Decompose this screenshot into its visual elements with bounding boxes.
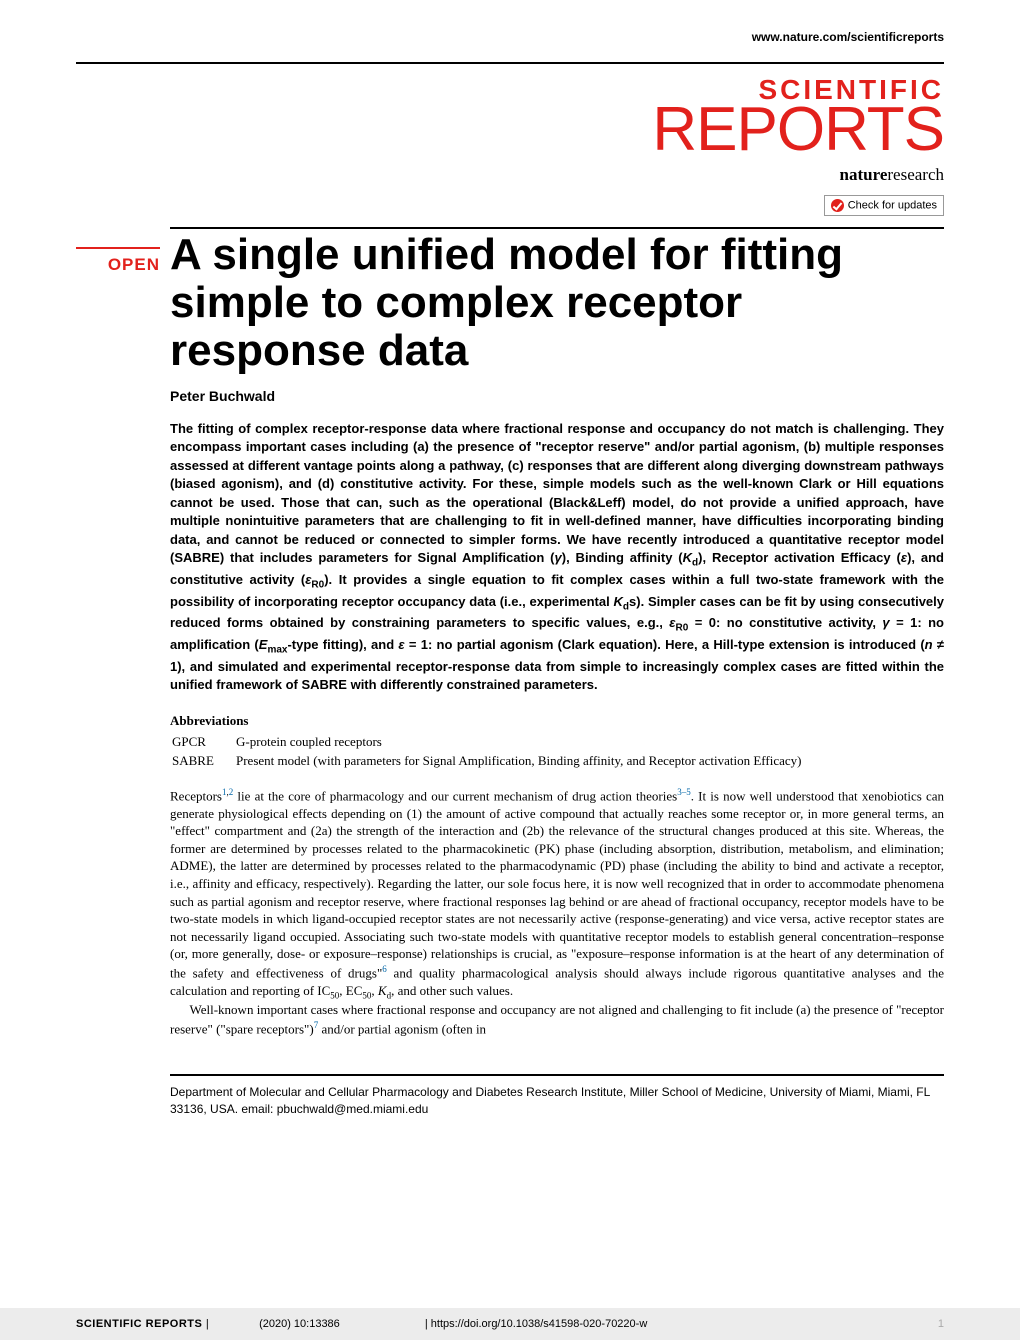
table-row: GPCR G-protein coupled receptors bbox=[172, 733, 801, 751]
ref-link[interactable]: 2 bbox=[229, 787, 234, 797]
ref-link[interactable]: 1 bbox=[222, 787, 227, 797]
footer-doi: | https://doi.org/10.1038/s41598-020-702… bbox=[425, 1318, 647, 1330]
ref-link[interactable]: 7 bbox=[314, 1020, 319, 1030]
table-row: SABRE Present model (with parameters for… bbox=[172, 752, 801, 770]
check-updates-label: Check for updates bbox=[848, 199, 937, 211]
abbrev-def: Present model (with parameters for Signa… bbox=[236, 752, 801, 770]
body-text: Receptors1,2 lie at the core of pharmaco… bbox=[170, 786, 944, 1038]
check-updates-button[interactable]: Check for updates bbox=[824, 195, 944, 216]
main-column: A single unified model for fitting simpl… bbox=[170, 222, 944, 1118]
abbreviations-table: GPCR G-protein coupled receptors SABRE P… bbox=[170, 731, 803, 772]
affiliation: Department of Molecular and Cellular Pha… bbox=[170, 1074, 944, 1118]
ref-link[interactable]: 6 bbox=[382, 964, 387, 974]
ref-link[interactable]: 3–5 bbox=[677, 787, 691, 797]
abbrev-def: G-protein coupled receptors bbox=[236, 733, 801, 751]
page-footer: SCIENTIFIC REPORTS | (2020) 10:13386 | h… bbox=[0, 1308, 1020, 1340]
abstract-text: The fitting of complex receptor-response… bbox=[170, 420, 944, 695]
footer-citation: (2020) 10:13386 bbox=[259, 1318, 340, 1330]
check-updates-icon bbox=[831, 199, 844, 212]
author-name: Peter Buchwald bbox=[170, 388, 944, 404]
journal-logo: SCIENTIFIC REPORTS natureresearch Check … bbox=[76, 62, 944, 216]
abbrev-term: GPCR bbox=[172, 733, 234, 751]
open-access-badge: OPEN bbox=[76, 247, 160, 275]
logo-reports: REPORTS bbox=[76, 104, 944, 157]
article-title: A single unified model for fitting simpl… bbox=[170, 227, 944, 376]
abbrev-term: SABRE bbox=[172, 752, 234, 770]
footer-page-number: 1 bbox=[938, 1318, 944, 1330]
abbreviations-heading: Abbreviations bbox=[170, 713, 944, 729]
header-url: www.nature.com/scientificreports bbox=[76, 30, 944, 44]
nature-research-tag: natureresearch bbox=[76, 165, 944, 185]
footer-journal: SCIENTIFIC REPORTS | bbox=[76, 1318, 256, 1330]
